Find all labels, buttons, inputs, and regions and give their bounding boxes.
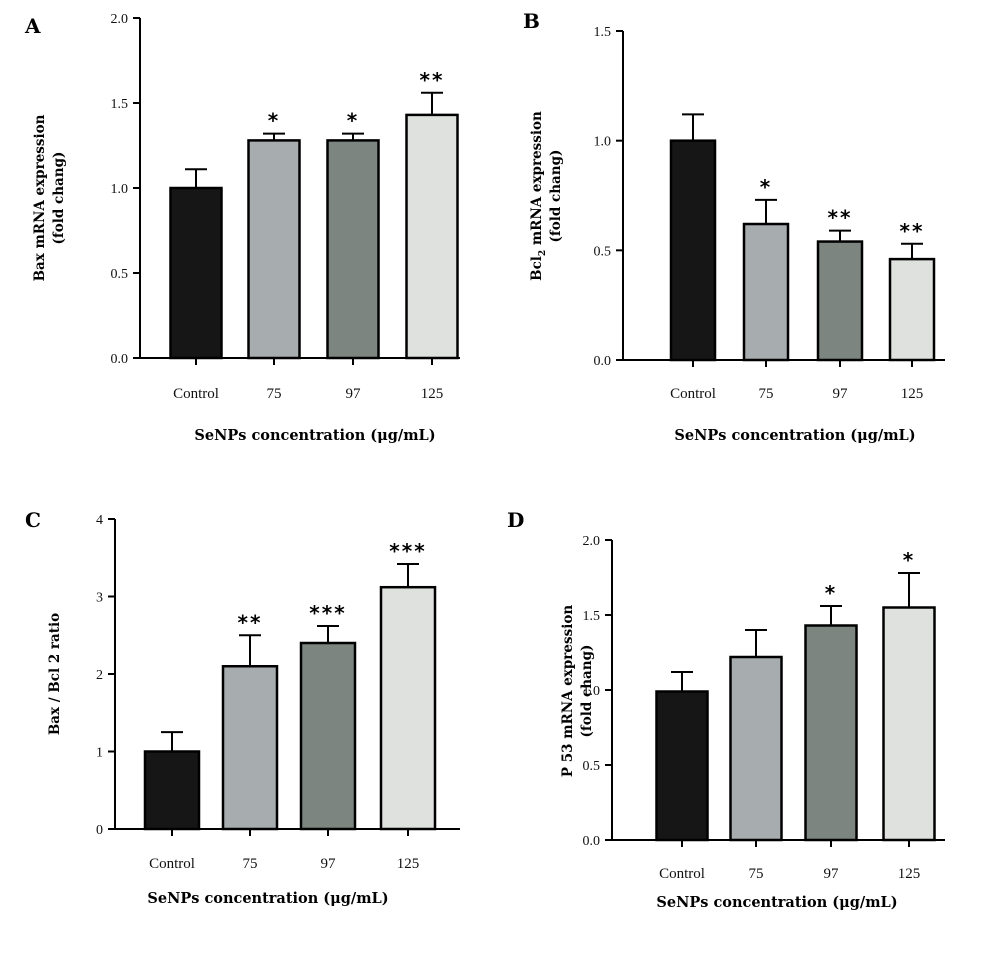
significance-marker: ** [420, 68, 445, 92]
y-tick-label: 0 [96, 823, 103, 838]
y-tick-label: 3 [96, 591, 103, 606]
x-category-label: Control [173, 386, 219, 402]
bar-125 [379, 585, 437, 831]
significance-marker: * [760, 175, 772, 199]
y-tick-label: 2.0 [583, 534, 601, 549]
y-tick-label: 1.0 [111, 182, 129, 197]
x-category-label: 125 [397, 856, 420, 872]
chart-panel-b: B 0.0 0.5 1.0 1.5 Control * 75 ** 97 ** 125 SeNPs co… [523, 9, 945, 444]
bar-75 [729, 655, 783, 842]
panel-letter: D [507, 508, 524, 532]
significance-marker: * [347, 109, 359, 133]
y-tick-label: 1.0 [583, 684, 601, 699]
y-tick-label: 0.5 [111, 267, 129, 282]
x-category-label: Control [659, 866, 705, 882]
y-axis-title: Bcl2 mRNA expression (fold chang) [529, 111, 564, 281]
x-category-label: 125 [421, 386, 444, 402]
y-axis-title-line: (fold chang) [579, 645, 595, 738]
bar-97 [816, 240, 864, 362]
significance-marker: *** [389, 539, 426, 563]
bar-control [669, 139, 717, 362]
panel-letter: C [25, 508, 41, 532]
significance-marker: * [268, 109, 280, 133]
bar-75 [742, 222, 790, 362]
x-category-label: 97 [346, 386, 362, 402]
y-tick-label: 0.0 [583, 834, 601, 849]
y-tick-label: 2 [96, 668, 103, 683]
bar-125 [888, 257, 936, 362]
y-tick-label: 2.0 [111, 12, 129, 27]
x-category-label: 97 [321, 856, 337, 872]
y-tick-label: 1.0 [594, 135, 612, 150]
bar-125 [882, 606, 936, 842]
bar-75 [247, 139, 301, 360]
x-category-label: 125 [898, 866, 921, 882]
bar-97 [804, 624, 858, 842]
x-category-label: 125 [901, 386, 924, 402]
y-tick-label: 1.5 [111, 97, 129, 112]
y-tick-label: 0.5 [583, 759, 601, 774]
y-tick-label: 1 [96, 746, 103, 761]
y-tick-label: 0.5 [594, 244, 612, 259]
x-axis-title: SeNPs concentration (μg/mL) [674, 427, 915, 444]
panel-letter: A [24, 14, 41, 38]
bar-control [169, 186, 223, 360]
bar-97 [326, 139, 380, 360]
y-axis-title-line: (fold chang) [51, 152, 67, 245]
x-category-label: 75 [243, 856, 258, 872]
bar-125 [405, 113, 459, 360]
x-axis-title: SeNPs concentration (μg/mL) [147, 890, 388, 907]
y-axis-title-line: Bcl2 mRNA expression [529, 111, 548, 281]
y-tick-label: 0.0 [111, 352, 129, 367]
significance-marker: * [903, 548, 915, 572]
significance-marker: *** [309, 601, 346, 625]
x-axis-title: SeNPs concentration (μg/mL) [656, 894, 897, 911]
x-category-label: 97 [833, 386, 849, 402]
panel-letter: B [523, 9, 540, 33]
y-axis-title-line: (fold chang) [548, 150, 564, 243]
y-axis-title: Bax mRNA expression (fold chang) [32, 114, 67, 281]
x-category-label: 75 [749, 866, 764, 882]
significance-marker: ** [238, 610, 263, 634]
bar-control [143, 750, 201, 831]
bar-control [655, 690, 709, 842]
bar-75 [221, 665, 279, 831]
x-category-label: 75 [759, 386, 774, 402]
y-tick-label: 4 [96, 513, 103, 528]
y-tick-label: 1.5 [583, 609, 601, 624]
y-axis-title-line: Bax mRNA expression [32, 114, 48, 281]
significance-marker: ** [900, 219, 925, 243]
significance-marker: * [825, 581, 837, 605]
significance-marker: ** [828, 206, 853, 230]
bar-97 [299, 641, 357, 831]
chart-panel-a: A 0.0 0.5 1.0 1.5 2.0 Control * 75 * 97 ** 125 SeNPs … [24, 12, 460, 444]
chart-panel-c: C 0 1 2 3 4 Control ** 75 *** 97 *** 125 SeNPs concen… [25, 508, 460, 907]
x-axis-title: SeNPs concentration (μg/mL) [194, 427, 435, 444]
y-axis-title-line: P 53 mRNA expression [560, 605, 576, 777]
y-axis-title-line: Bax / Bcl 2 ratio [47, 613, 63, 735]
x-category-label: Control [149, 856, 195, 872]
y-axis-title: P 53 mRNA expression (fold chang) [560, 605, 595, 777]
y-tick-label: 0.0 [594, 354, 612, 369]
x-category-label: Control [670, 386, 716, 402]
x-category-label: 75 [267, 386, 282, 402]
y-axis-title: Bax / Bcl 2 ratio [47, 613, 63, 735]
x-category-label: 97 [824, 866, 840, 882]
y-tick-label: 1.5 [594, 25, 612, 40]
